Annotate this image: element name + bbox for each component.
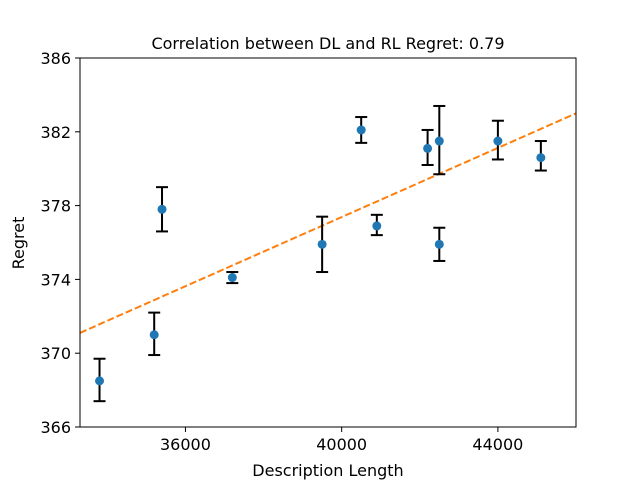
- chart-title: Correlation between DL and RL Regret: 0.…: [151, 34, 504, 53]
- x-tick-label: 36000: [160, 435, 211, 454]
- y-axis-label: Regret: [9, 217, 28, 270]
- data-point: [149, 330, 159, 340]
- y-tick-label: 382: [40, 123, 71, 142]
- x-tick-label: 40000: [316, 435, 367, 454]
- data-point: [536, 153, 546, 163]
- y-tick-label: 374: [40, 270, 71, 289]
- data-point: [356, 125, 366, 135]
- y-tick-label: 386: [40, 49, 71, 68]
- x-axis-label: Description Length: [252, 461, 403, 480]
- data-point: [227, 273, 237, 283]
- axes-frame: [79, 57, 577, 428]
- data-point: [157, 204, 167, 214]
- data-point: [317, 239, 327, 249]
- y-tick-label: 370: [40, 344, 71, 363]
- y-tick-label: 378: [40, 197, 71, 216]
- data-point: [372, 221, 382, 231]
- trend-line: [80, 112, 576, 334]
- data-point: [95, 376, 105, 386]
- data-point: [434, 136, 444, 146]
- data-point: [493, 136, 503, 146]
- plot-area: 36000 40000 44000 366 370 374 378 382 386: [40, 49, 577, 454]
- data-point: [434, 239, 444, 249]
- x-tick-label: 44000: [472, 435, 523, 454]
- data-point: [423, 143, 433, 153]
- y-tick-label: 366: [40, 418, 71, 437]
